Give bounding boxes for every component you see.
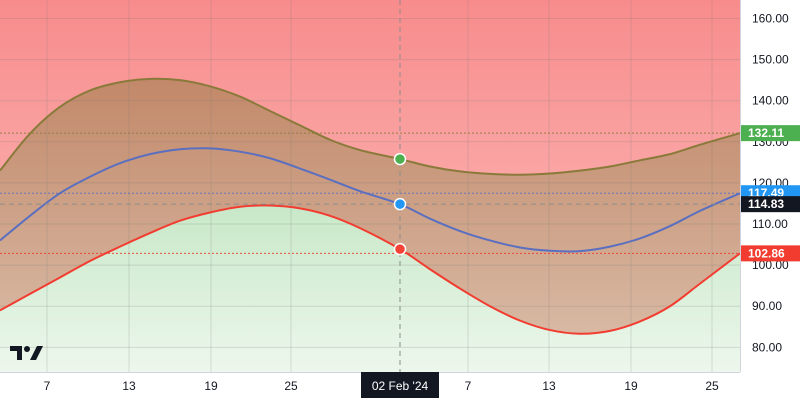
- y-tick-label: 140.00: [752, 94, 789, 108]
- upper-last-value-badge-text: 132.11: [748, 126, 784, 140]
- middle-crosshair-marker: [393, 197, 407, 211]
- crosshair-markers: [393, 152, 407, 256]
- x-axis-ticks: 7 13 19 25 7 13 19 25: [44, 379, 719, 393]
- y-tick-label: 150.00: [752, 53, 789, 67]
- x-tick-label: 7: [465, 379, 472, 393]
- grid-lines: [0, 0, 740, 372]
- crosshair-time-label: 02 Feb '24: [361, 372, 439, 398]
- lower-series-line: [0, 204, 740, 335]
- y-tick-label: 100.00: [752, 258, 789, 272]
- crosshair-price-badge: 114.83: [741, 196, 800, 213]
- x-tick-label: 13: [542, 379, 556, 393]
- x-tick-label: 13: [122, 379, 136, 393]
- y-tick-label: 80.00: [752, 340, 782, 354]
- x-tick-label: 7: [44, 379, 51, 393]
- lower-fill-area: [0, 205, 740, 372]
- y-tick-label: 110.00: [752, 217, 788, 231]
- middle-series-line: [0, 147, 740, 253]
- series-lines: [0, 77, 740, 335]
- crosshair-price-badge-text: 114.83: [748, 197, 784, 211]
- x-tick-label: 25: [284, 379, 298, 393]
- upper-crosshair-marker: [393, 152, 407, 166]
- upper-series-line: [0, 77, 740, 176]
- reference-lines: [0, 132, 740, 254]
- band-fill-area: [0, 78, 740, 334]
- x-tick-label: 25: [705, 379, 719, 393]
- lower-crosshair-marker: [393, 242, 407, 256]
- x-tick-label: 19: [624, 379, 638, 393]
- y-tick-label: 90.00: [752, 299, 782, 313]
- crosshair-date-label: 02 Feb '24: [372, 379, 429, 393]
- lower-last-value-badge-text: 102.86: [748, 246, 785, 260]
- x-tick-label: 19: [204, 379, 218, 393]
- upper-last-value-badge: 132.11: [741, 125, 800, 142]
- tradingview-logo-icon[interactable]: [10, 344, 44, 367]
- y-tick-label: 160.00: [752, 11, 789, 25]
- lower-last-value-badge: 102.86: [741, 245, 800, 262]
